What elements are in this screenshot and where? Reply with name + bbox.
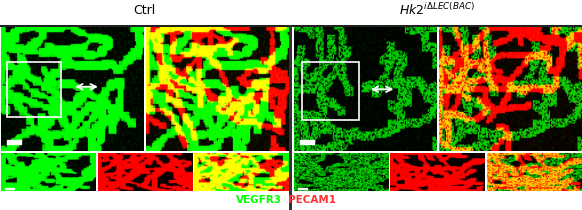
Bar	[297, 188, 307, 189]
Text: VEGFR3: VEGFR3	[236, 195, 282, 205]
Bar	[7, 140, 21, 144]
Bar	[303, 62, 359, 120]
Text: Ctrl: Ctrl	[133, 4, 156, 17]
Bar	[7, 62, 61, 117]
Text: $\it{Hk2}^{i\Delta LEC(BAC)}$: $\it{Hk2}^{i\Delta LEC(BAC)}$	[399, 3, 475, 18]
Bar	[5, 188, 15, 189]
Text: PECAM1: PECAM1	[288, 195, 336, 205]
Bar	[300, 140, 314, 144]
